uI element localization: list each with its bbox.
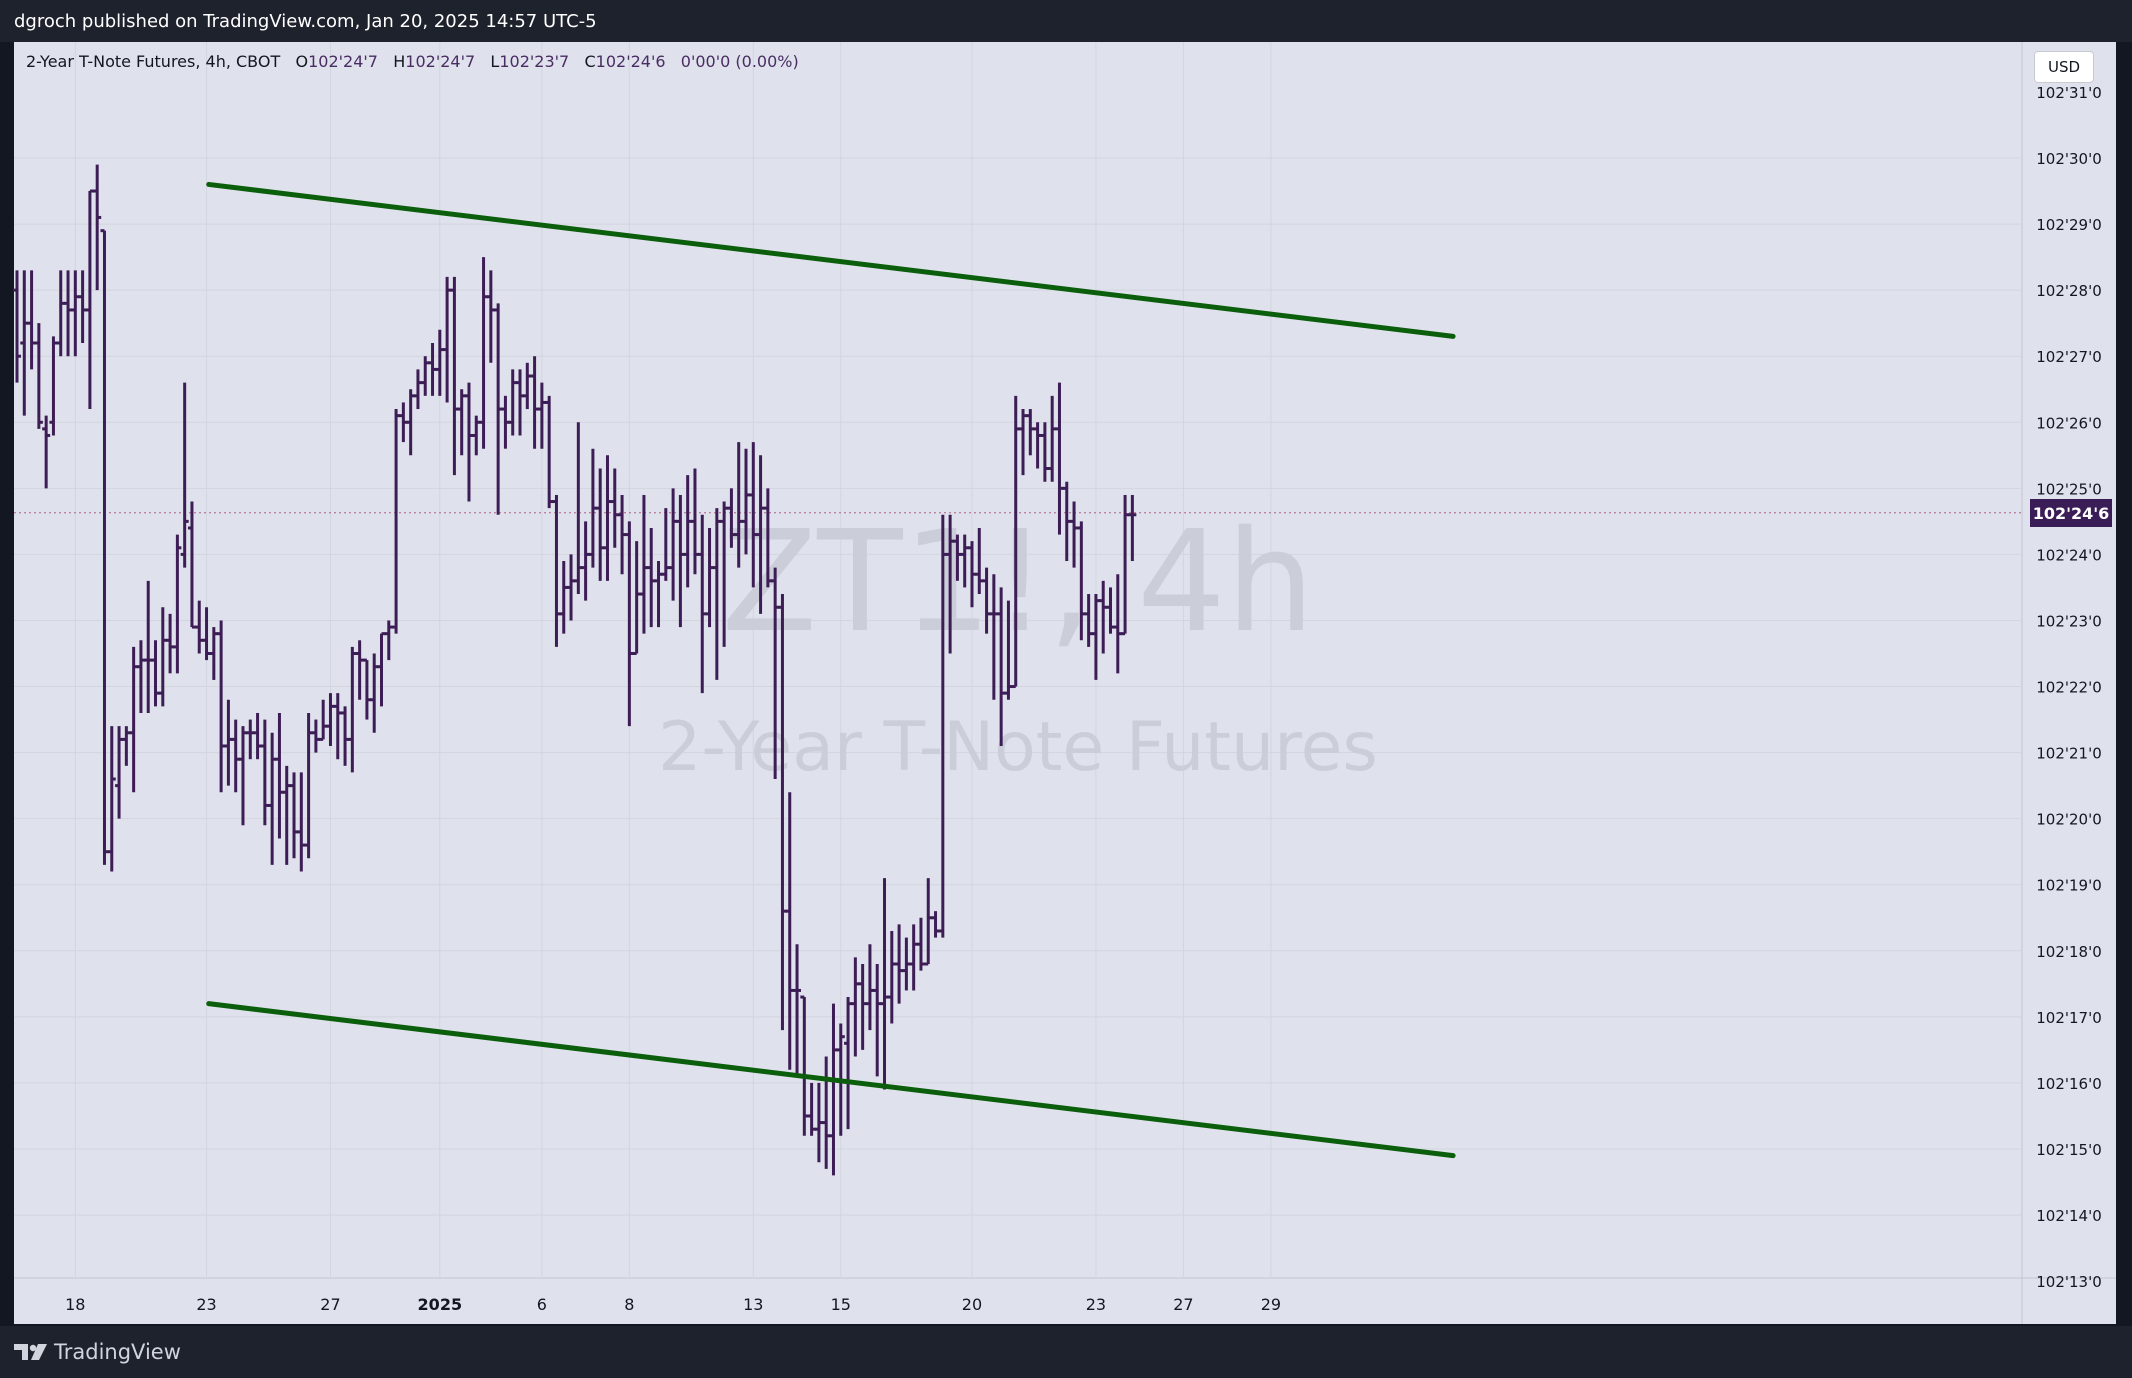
- legend-low: 102'23'7: [499, 52, 570, 71]
- ohlc-bar[interactable]: [793, 944, 802, 1077]
- y-tick-label: 102'27'0: [2036, 348, 2102, 366]
- y-tick-label: 102'20'0: [2036, 811, 2102, 829]
- y-tick-label: 102'29'0: [2036, 216, 2102, 234]
- x-tick-label: 8: [624, 1295, 634, 1314]
- y-tick-label: 102'30'0: [2036, 150, 2102, 168]
- ohlc-bar[interactable]: [93, 164, 102, 291]
- trendline-upper[interactable]: [206, 181, 1456, 339]
- ohlc-bar[interactable]: [180, 382, 189, 568]
- x-tick-label: 23: [196, 1295, 216, 1314]
- legend-close: 102'24'6: [595, 52, 666, 71]
- tradingview-logo-icon: [14, 1344, 47, 1360]
- symbol-legend: 2-Year T-Note Futures, 4h, CBOT O102'24'…: [26, 52, 799, 71]
- legend-c-label: C: [584, 52, 596, 71]
- y-tick-label: 102'25'0: [2036, 480, 2102, 498]
- x-tick-label: 6: [537, 1295, 547, 1314]
- currency-button[interactable]: USD: [2034, 51, 2094, 83]
- ohlc-bar[interactable]: [107, 726, 116, 872]
- publisher-bar: dgroch published on TradingView.com, Jan…: [0, 0, 2132, 42]
- legend-high: 102'24'7: [405, 52, 476, 71]
- watermark-ticker: ZT1!, 4h: [721, 501, 1314, 664]
- time-axis[interactable]: [14, 1278, 2116, 1324]
- footer-bar: TradingView: [0, 1326, 2132, 1378]
- x-tick-label: 29: [1261, 1295, 1281, 1314]
- x-tick-label: 2025: [418, 1295, 463, 1314]
- legend-open: 102'24'7: [308, 52, 378, 71]
- tradingview-logo[interactable]: TradingView: [14, 1340, 181, 1364]
- y-tick-label: 102'22'0: [2036, 679, 2102, 697]
- ohlc-bar[interactable]: [173, 534, 182, 674]
- price-axis[interactable]: [2022, 42, 2116, 1278]
- x-tick-label: 15: [831, 1295, 851, 1314]
- y-tick-label: 102'13'0: [2036, 1273, 2102, 1291]
- x-tick-label: 18: [65, 1295, 85, 1314]
- legend-change: 0'00'0 (0.00%): [680, 52, 799, 71]
- x-tick-label: 27: [320, 1295, 340, 1314]
- ohlc-bar[interactable]: [1128, 494, 1137, 562]
- y-tick-label: 102'31'0: [2036, 84, 2102, 102]
- y-tick-label: 102'26'0: [2036, 414, 2102, 432]
- y-tick-label: 102'17'0: [2036, 1009, 2102, 1027]
- legend-l-label: L: [490, 52, 500, 71]
- legend-o-label: O: [295, 52, 309, 71]
- y-tick-label: 102'28'0: [2036, 282, 2102, 300]
- tradingview-brand-text: TradingView: [54, 1340, 181, 1364]
- y-tick-label: 102'19'0: [2036, 877, 2102, 895]
- y-tick-label: 102'15'0: [2036, 1141, 2102, 1159]
- y-tick-label: 102'14'0: [2036, 1207, 2102, 1225]
- x-tick-label: 27: [1173, 1295, 1193, 1314]
- y-tick-label: 102'18'0: [2036, 943, 2102, 961]
- x-tick-label: 13: [743, 1295, 763, 1314]
- ohlc-bar[interactable]: [42, 415, 51, 489]
- ohlc-bar[interactable]: [13, 270, 21, 383]
- legend-symbol: 2-Year T-Note Futures, 4h, CBOT: [26, 52, 281, 71]
- y-tick-label: 102'24'0: [2036, 546, 2102, 564]
- trendline-lower[interactable]: [206, 1001, 1456, 1159]
- y-tick-label: 102'16'0: [2036, 1075, 2102, 1093]
- publisher-text: dgroch published on TradingView.com, Jan…: [14, 10, 597, 32]
- ohlc-bar[interactable]: [34, 323, 43, 429]
- y-tick-label: 102'21'0: [2036, 745, 2102, 763]
- y-tick-label: 102'23'0: [2036, 612, 2102, 630]
- legend-h-label: H: [393, 52, 406, 71]
- x-tick-label: 23: [1086, 1295, 1106, 1314]
- x-tick-label: 20: [962, 1295, 982, 1314]
- watermark-name: 2-Year T-Note Futures: [658, 708, 1378, 787]
- chart[interactable]: ZT1!, 4h 2-Year T-Note Futures 102'30'0 1…: [0, 0, 2132, 1326]
- plot-area[interactable]: [14, 42, 2022, 1278]
- last-price-label: 102'24'6: [2030, 499, 2112, 527]
